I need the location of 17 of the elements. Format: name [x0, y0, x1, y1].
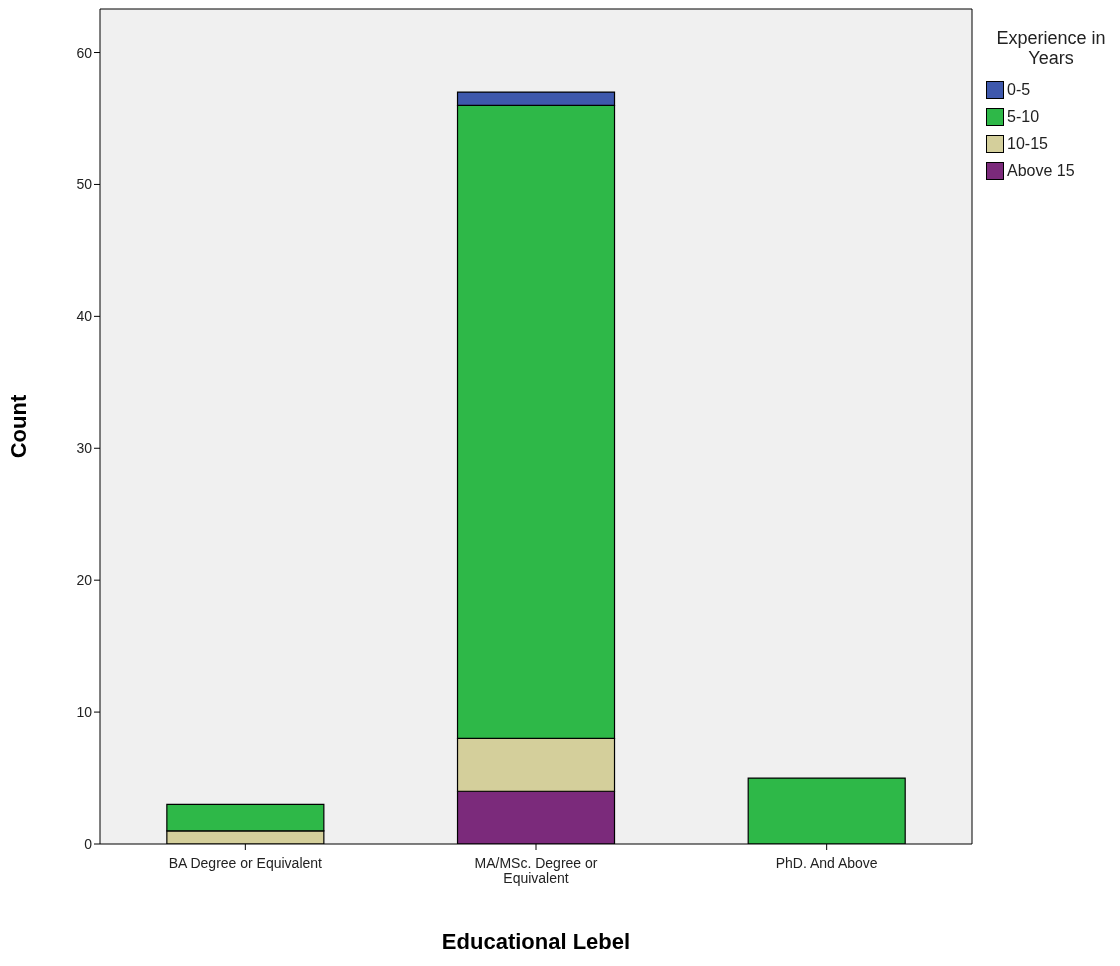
x-axis-title: Educational Lebel [441, 929, 631, 954]
x-tick-label: PhD. And Above [775, 855, 878, 871]
legend-title: Experience in Years [995, 28, 1107, 68]
y-tick-label: 0 [84, 835, 93, 852]
legend-label: 10-15 [1007, 134, 1048, 153]
legend-label: 0-5 [1007, 80, 1031, 99]
x-tick-label: BA Degree or Equivalent [168, 855, 323, 871]
y-tick-label: 60 [76, 44, 93, 61]
x-tick-label: MA/MSc. Degree or Equivalent [474, 855, 598, 886]
y-tick-label: 10 [76, 704, 93, 721]
legend-label: 5-10 [1007, 107, 1040, 126]
y-axis-title: Count [5, 394, 31, 459]
y-tick-label: 30 [76, 440, 93, 457]
y-tick-label: 40 [76, 308, 93, 325]
y-tick-label: 50 [76, 176, 93, 193]
legend-label: Above 15 [1007, 161, 1075, 180]
y-tick-label: 20 [76, 572, 93, 589]
